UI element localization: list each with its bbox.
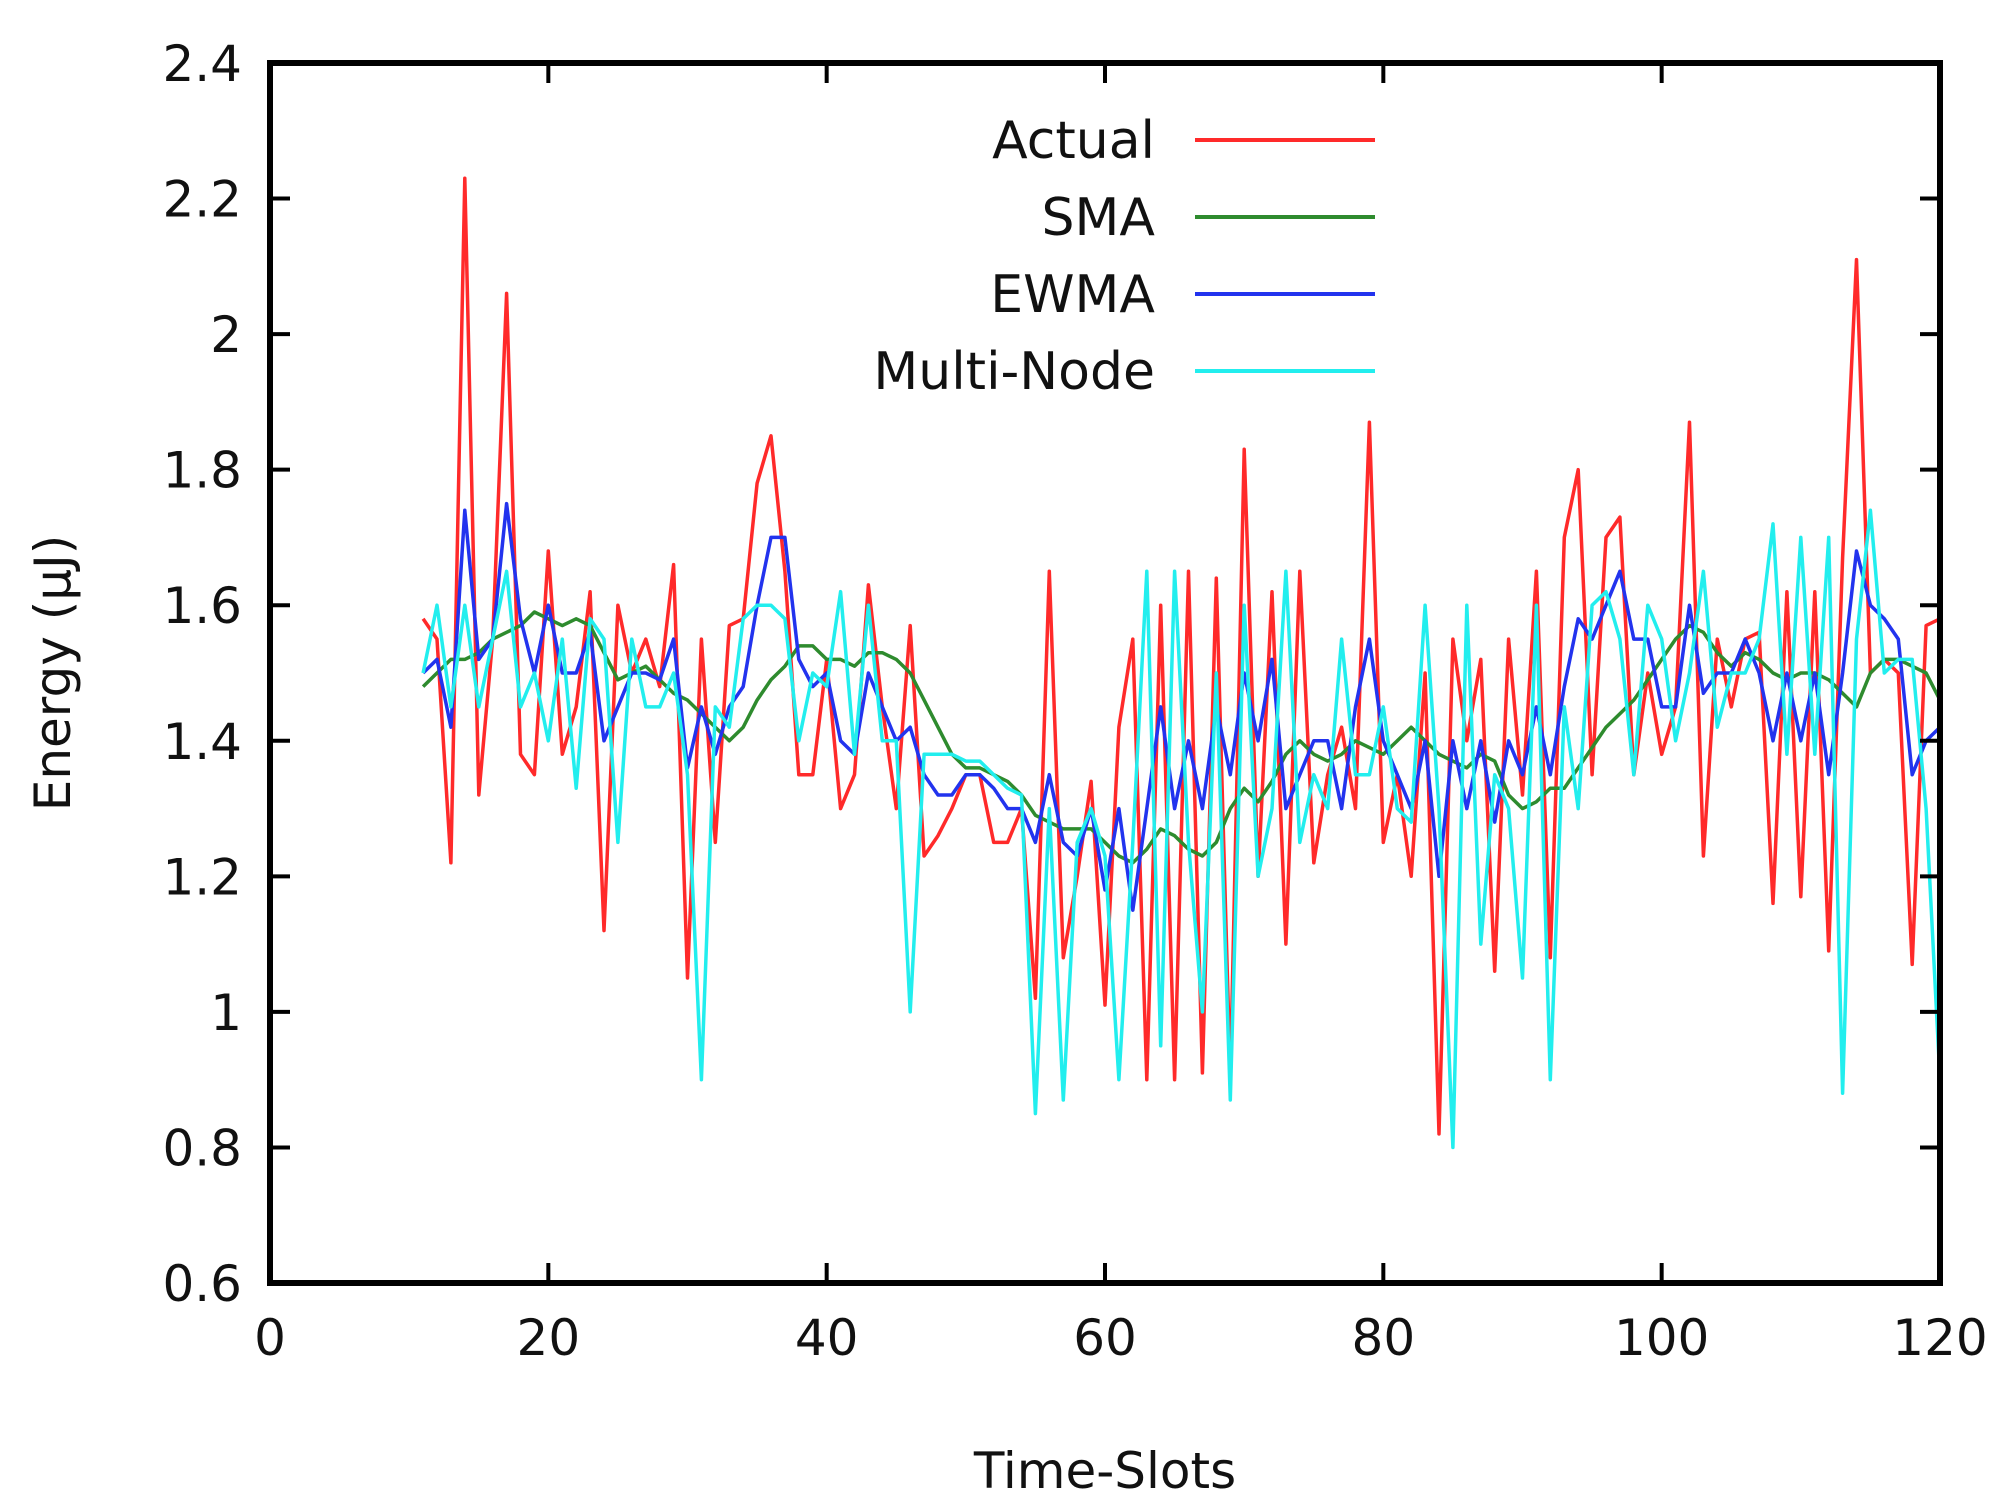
y-tick-label: 1.4 bbox=[162, 713, 242, 771]
series-layer bbox=[421, 176, 1942, 1150]
y-tick-labels: 0.6 0.8 1 1.2 1.4 1.6 1.8 2 2.2 2.4 bbox=[162, 35, 242, 1313]
x-axis-title: Time-Slots bbox=[973, 1442, 1236, 1500]
y-tick-label: 1 bbox=[210, 984, 242, 1042]
y-tick-label: 2.2 bbox=[162, 171, 242, 229]
legend-label-actual: Actual bbox=[992, 111, 1155, 171]
plot-frame bbox=[267, 60, 1943, 1286]
x-tick-label: 40 bbox=[795, 1309, 859, 1367]
x-tick-labels: 0 20 40 60 80 100 120 bbox=[254, 1309, 1988, 1367]
series-line-ewma bbox=[421, 501, 1942, 912]
x-tick-label: 80 bbox=[1352, 1309, 1416, 1367]
series-line-actual bbox=[421, 176, 1941, 1136]
y-axis-title: Energy (µJ) bbox=[24, 535, 82, 812]
y-tick-label: 1.6 bbox=[162, 577, 242, 635]
y-tick-label: 0.8 bbox=[162, 1119, 242, 1177]
y-tick-label: 0.6 bbox=[162, 1255, 242, 1313]
legend-label-multi-node: Multi-Node bbox=[873, 342, 1155, 402]
legend-label-ewma: EWMA bbox=[990, 265, 1155, 325]
y-tick-label: 2.4 bbox=[162, 35, 242, 93]
x-tick-label: 60 bbox=[1073, 1309, 1137, 1367]
y-tick-label: 1.8 bbox=[162, 442, 242, 500]
x-tick-label: 20 bbox=[517, 1309, 581, 1367]
series-line-multi-node bbox=[421, 508, 1942, 1150]
x-tick-label: 0 bbox=[254, 1309, 286, 1367]
y-tick-label: 1.2 bbox=[162, 848, 242, 906]
legend: Actual SMA EWMA Multi-Node bbox=[873, 111, 1375, 402]
y-tick-label: 2 bbox=[210, 306, 242, 364]
legend-label-sma: SMA bbox=[1042, 188, 1156, 248]
x-tick-label: 100 bbox=[1614, 1309, 1709, 1367]
x-tick-label: 120 bbox=[1892, 1309, 1987, 1367]
